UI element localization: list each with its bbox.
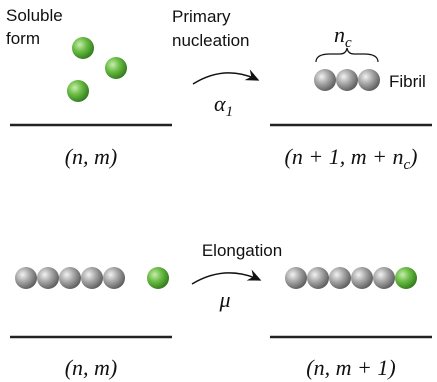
process-label: Elongation xyxy=(202,241,282,260)
state-text: (n + 1, m + n xyxy=(285,144,404,169)
state-label: (n + 1, m + nc) xyxy=(285,144,418,173)
fibril-seed xyxy=(314,69,380,91)
process-label: nucleation xyxy=(172,31,250,50)
state-label: (n, m + 1) xyxy=(306,355,395,380)
process-label: Primary xyxy=(172,7,231,26)
fibril-label: Fibril xyxy=(389,72,426,91)
soluble-label: form xyxy=(6,29,40,48)
arrow xyxy=(193,73,258,84)
nucleus-symbol: n xyxy=(334,22,345,47)
state-label: (n, m) xyxy=(65,144,118,169)
diagram: Soluble form Primary nucleation α1 nc Fi… xyxy=(0,0,437,382)
state-label: (n, m) xyxy=(65,355,118,380)
fibril xyxy=(285,267,417,289)
nucleus-subscript: c xyxy=(345,35,352,51)
brace xyxy=(316,48,378,62)
soluble-label: Soluble xyxy=(6,6,63,25)
rate-symbol: α xyxy=(214,91,226,116)
rate-subscript: 1 xyxy=(226,104,234,120)
rate-label: α1 xyxy=(214,91,233,120)
rate-label: μ xyxy=(218,287,230,312)
state-text: ) xyxy=(408,144,417,169)
monomers xyxy=(67,37,127,102)
nucleus-label: nc xyxy=(334,22,352,51)
fibril xyxy=(15,267,169,289)
arrow xyxy=(192,273,260,284)
